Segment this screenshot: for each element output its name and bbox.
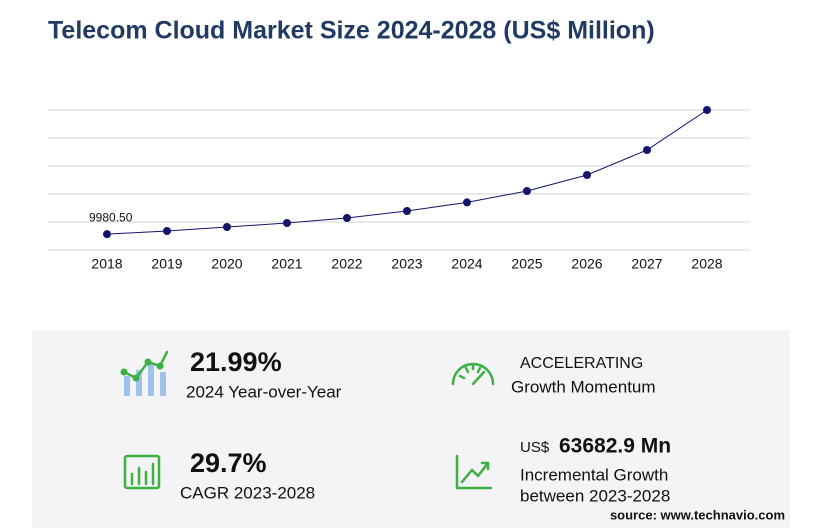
- icon-cagr: [123, 454, 161, 490]
- x-tick-label: 2021: [271, 256, 302, 272]
- marker: [163, 226, 171, 235]
- x-tick-label: 2018: [91, 256, 122, 272]
- x-tick-label: 2026: [571, 256, 602, 272]
- stat-value: 29.7%: [190, 448, 267, 478]
- source: source: www.technavio.com: [610, 507, 785, 522]
- marker: [343, 213, 351, 222]
- marker: [523, 187, 531, 196]
- stat-value: 63682.9 Mn: [559, 435, 671, 458]
- x-tick-label: 2028: [691, 256, 722, 272]
- chart-title: Telecom Cloud Market Size 2024-2028 (US$…: [48, 17, 655, 45]
- stat-value: 21.99%: [190, 347, 282, 377]
- marker: [463, 198, 471, 207]
- x-tick-label: 2027: [631, 256, 662, 272]
- stat-label: between 2023-2028: [520, 486, 670, 505]
- x-tick-label: 2019: [151, 256, 182, 272]
- marker: [643, 146, 651, 155]
- x-tick-label: 2024: [451, 256, 482, 272]
- stat-value: ACCELERATING: [520, 355, 643, 372]
- x-tick-label: 2020: [211, 256, 242, 272]
- plot: 2018 2019 2020 2021 2022 2023 2024 2025 2026 2027…: [48, 106, 750, 272]
- data-label: 9980.50: [89, 210, 133, 224]
- stat-label: CAGR 2023-2028: [180, 483, 315, 502]
- icon-yoy: [120, 350, 169, 396]
- x-tick-label: 2023: [391, 256, 422, 272]
- icon-incremental: [455, 454, 493, 490]
- stat-label: Growth Momentum: [511, 377, 656, 396]
- stat-label: Incremental Growth: [520, 465, 668, 484]
- x-tick-label: 2025: [511, 256, 542, 272]
- stat-label: 2024 Year-over-Year: [186, 382, 342, 401]
- marker: [223, 223, 231, 232]
- x-tick-label: 2022: [331, 256, 362, 272]
- icon-gauge: [451, 362, 495, 386]
- marker: [103, 230, 111, 239]
- marker: [403, 207, 411, 216]
- marker: [283, 219, 291, 228]
- marker: [583, 170, 591, 179]
- stat-prefix: US$: [520, 439, 550, 456]
- marker: [703, 106, 711, 114]
